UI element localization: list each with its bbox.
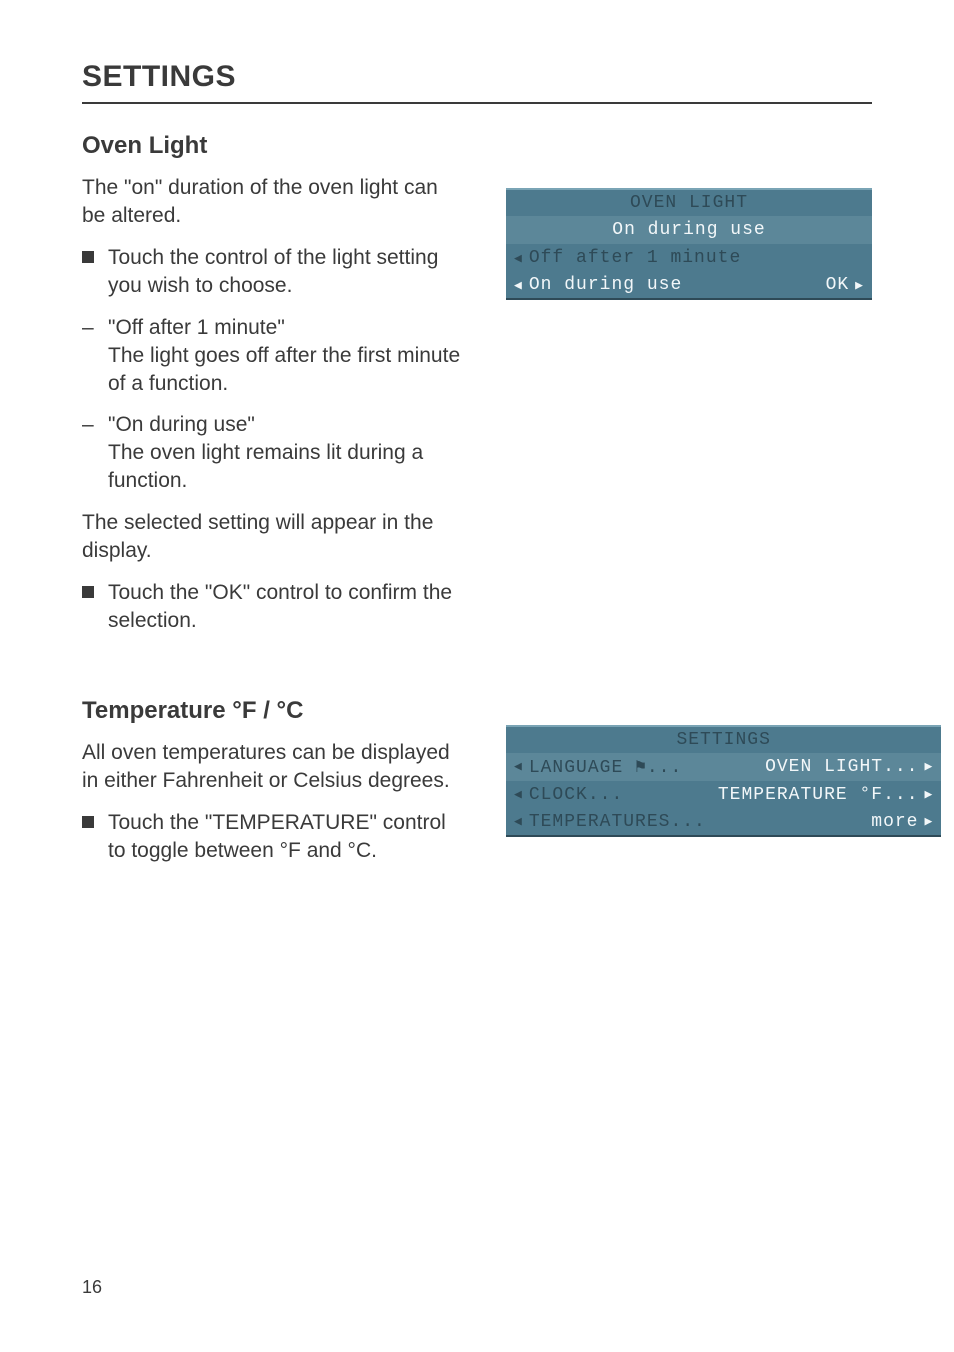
lcd-row-title: SETTINGS [506, 725, 941, 753]
oven-light-list: Touch the control of the light setting y… [82, 244, 462, 495]
lcd-ok-label[interactable]: OK [826, 275, 850, 295]
list-item-lead: Touch the "OK" control to confirm the se… [108, 579, 462, 635]
oven-light-list-2: Touch the "OK" control to confirm the se… [82, 579, 462, 635]
temperature-heading: Temperature °F / °C [82, 697, 462, 725]
oven-light-intro: The "on" duration of the oven light can … [82, 174, 462, 230]
lcd-menu-label: more [871, 812, 918, 832]
page-title: SETTINGS [82, 60, 872, 104]
lcd-title: OVEN LIGHT [630, 193, 748, 213]
list-item-lead: "On during use" [108, 411, 462, 439]
lcd-menu-label: TEMPERATURE °F... [718, 785, 919, 805]
section-oven-light: Oven Light The "on" duration of the oven… [82, 132, 872, 649]
lcd-menu-item[interactable]: TEMPERATURE °F... ▶ [712, 781, 941, 809]
triangle-right-icon: ▶ [853, 279, 866, 292]
list-item-sub: The oven light remains lit during a func… [108, 439, 462, 495]
list-item-sub: The light goes off after the first minut… [108, 342, 462, 398]
section-temperature-text: Temperature °F / °C All oven temperature… [82, 697, 462, 879]
lcd-title: SETTINGS [676, 730, 770, 750]
list-item-lead: Touch the control of the light setting y… [108, 244, 462, 300]
lcd-oven-light: OVEN LIGHT On during use ◀ Off after 1 m… [506, 188, 872, 300]
triangle-right-icon: ▶ [923, 815, 936, 828]
list-item-lead: Touch the "TEMPERATURE" control to toggl… [108, 809, 462, 865]
lcd-row-option[interactable]: ◀ On during use OK ▶ [506, 272, 872, 300]
lcd-settings: SETTINGS ◀ LANGUAGE ⚑... OVEN LIGHT... ▶ [506, 725, 941, 837]
triangle-left-icon: ◀ [512, 815, 525, 828]
temperature-intro: All oven temperatures can be displayed i… [82, 739, 462, 795]
lcd-menu-label: CLOCK... [529, 785, 623, 805]
page-number: 16 [82, 1277, 102, 1298]
lcd-menu-item[interactable]: ◀ TEMPERATURES... [506, 809, 712, 837]
lcd-menu-label: LANGUAGE ⚑... [529, 756, 682, 778]
lcd-status: On during use [612, 220, 765, 240]
settings-lcd-wrap: SETTINGS ◀ LANGUAGE ⚑... OVEN LIGHT... ▶ [506, 697, 941, 879]
lcd-row-title: OVEN LIGHT [506, 188, 872, 216]
oven-light-after: The selected setting will appear in the … [82, 509, 462, 565]
lcd-menu-item[interactable]: more ▶ [712, 809, 941, 837]
triangle-left-icon: ◀ [512, 252, 525, 265]
triangle-right-icon: ▶ [923, 788, 936, 801]
triangle-left-icon: ◀ [512, 788, 525, 801]
lcd-menu-label: TEMPERATURES... [529, 812, 706, 832]
list-item-lead: "Off after 1 minute" [108, 314, 462, 342]
list-item: Touch the control of the light setting y… [82, 244, 462, 300]
oven-light-heading: Oven Light [82, 132, 462, 160]
triangle-left-icon: ◀ [512, 760, 525, 773]
lcd-menu-item[interactable]: OVEN LIGHT... ▶ [712, 753, 941, 781]
triangle-right-icon: ▶ [923, 760, 936, 773]
oven-light-lcd-wrap: OVEN LIGHT On during use ◀ Off after 1 m… [506, 132, 872, 649]
lcd-menu-label: OVEN LIGHT... [765, 757, 918, 777]
section-temperature: Temperature °F / °C All oven temperature… [82, 697, 872, 879]
section-oven-light-text: Oven Light The "on" duration of the oven… [82, 132, 462, 649]
lcd-row-status: On during use [506, 216, 872, 244]
list-item: Touch the "OK" control to confirm the se… [82, 579, 462, 635]
list-item: "Off after 1 minute" The light goes off … [82, 314, 462, 398]
list-item: "On during use" The oven light remains l… [82, 411, 462, 495]
lcd-option-2: On during use [529, 275, 682, 295]
lcd-menu-item[interactable]: ◀ LANGUAGE ⚑... [506, 753, 712, 781]
temperature-list: Touch the "TEMPERATURE" control to toggl… [82, 809, 462, 865]
lcd-menu-item[interactable]: ◀ CLOCK... [506, 781, 712, 809]
triangle-left-icon: ◀ [512, 279, 525, 292]
list-item: Touch the "TEMPERATURE" control to toggl… [82, 809, 462, 865]
lcd-row-option[interactable]: ◀ Off after 1 minute [506, 244, 872, 272]
lcd-option-1: Off after 1 minute [529, 248, 741, 268]
